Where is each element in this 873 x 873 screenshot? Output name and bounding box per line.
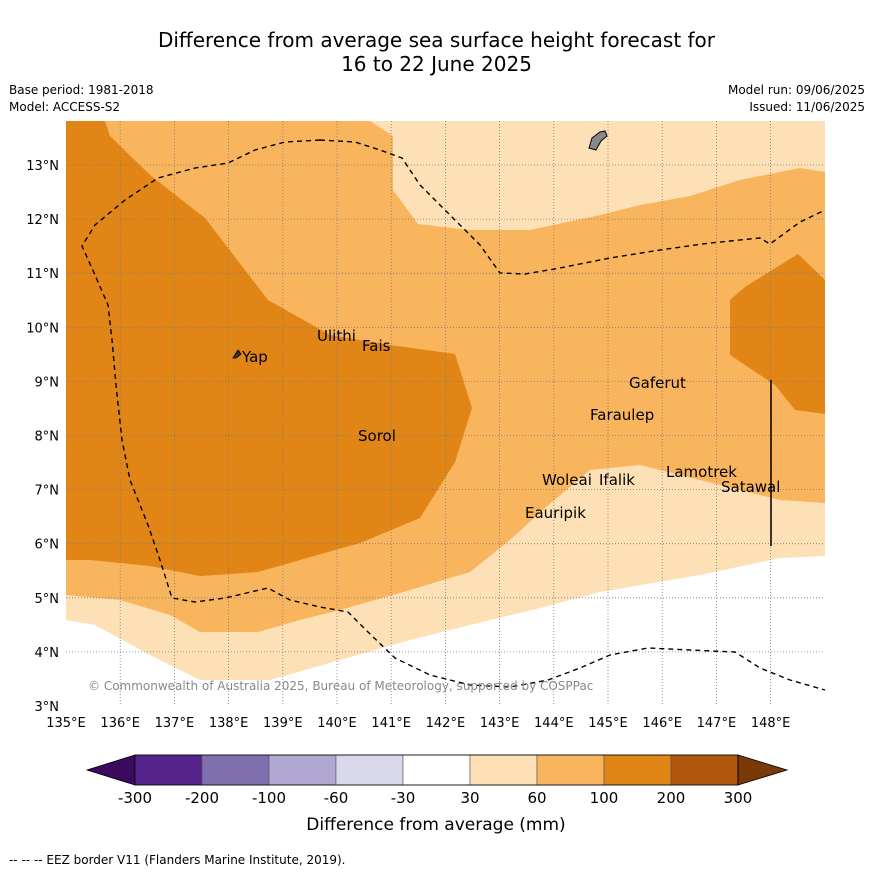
colorbar-segment (201, 754, 270, 786)
guam-island (588, 130, 608, 151)
colorbar-tick-label: -200 (185, 789, 219, 807)
place-label-faraulep: Faraulep (590, 406, 654, 424)
lon-tick-label: 145°E (588, 716, 628, 731)
lon-tick-label: 135°E (46, 716, 86, 731)
place-label-woleai: Woleai (542, 471, 592, 489)
colorbar-arrow-low (85, 754, 136, 786)
lon-tick-label: 139°E (263, 716, 303, 731)
meta-right: Model run: 09/06/2025 Issued: 11/06/2025 (728, 82, 865, 116)
colorbar-segment (469, 754, 538, 786)
lat-tick-label: 9°N (35, 375, 60, 390)
lon-tick-label: 140°E (317, 716, 357, 731)
colorbar-segment (536, 754, 605, 786)
lon-tick-label: 146°E (642, 716, 682, 731)
place-label-satawal: Satawal (721, 478, 780, 496)
colorbar-tick-label: 300 (724, 789, 753, 807)
issued-date: Issued: 11/06/2025 (749, 100, 865, 114)
base-period: Base period: 1981-2018 (9, 83, 154, 97)
colorbar-frame (134, 754, 739, 786)
lon-tick-label: 142°E (426, 716, 466, 731)
colorbar-tick-label: 60 (527, 789, 546, 807)
lon-tick-label: 148°E (751, 716, 791, 731)
place-label-eauripik: Eauripik (525, 504, 586, 522)
model-run: Model run: 09/06/2025 (727, 83, 865, 97)
colorbar-arrow-high (737, 754, 789, 786)
title-line-2: 16 to 22 June 2025 (341, 52, 532, 76)
lat-tick-label: 4°N (35, 646, 60, 661)
colorbar-segment (603, 754, 672, 786)
place-labels: Yap Ulithi Fais Sorol Gaferut Faraulep Woleai I… (241, 327, 780, 522)
place-label-fais: Fais (362, 337, 391, 355)
map-title: Difference from average sea surface heig… (0, 28, 873, 76)
band-100-200-west (66, 121, 472, 576)
grid (66, 121, 825, 706)
lon-tick-label: 136°E (100, 716, 140, 731)
lat-tick-label: 3°N (35, 700, 60, 715)
place-label-yap: Yap (241, 348, 268, 366)
place-label-ulithi: Ulithi (317, 327, 356, 345)
place-label-ifalik: Ifalik (599, 471, 635, 489)
yap-island (232, 349, 242, 359)
place-label-lamotrek: Lamotrek (666, 463, 737, 481)
title-line-1: Difference from average sea surface heig… (157, 28, 716, 52)
colorbar-tick-label: -300 (118, 789, 152, 807)
place-label-sorol: Sorol (358, 427, 396, 445)
eez-border (81, 139, 826, 691)
colorbar: -300 -200 -100 -60 -30 30 60 100 200 300 (85, 754, 789, 807)
lon-tick-label: 147°E (697, 716, 737, 731)
colorbar-segment (268, 754, 337, 786)
lat-tick-label: 6°N (35, 538, 60, 553)
colorbar-tick-label: -60 (324, 789, 349, 807)
model-name: Model: ACCESS-S2 (9, 100, 121, 114)
colorbar-tick-label: 100 (590, 789, 619, 807)
copyright-text: © Commonwealth of Australia 2025, Bureau… (88, 679, 593, 693)
colorbar-tick-label: -30 (391, 789, 416, 807)
lon-tick-label: 141°E (371, 716, 411, 731)
colorbar-segment (670, 754, 739, 786)
colorbar-segment (335, 754, 404, 786)
colorbar-tick-label: 200 (657, 789, 686, 807)
lat-tick-label: 10°N (26, 321, 59, 336)
lon-tick-label: 143°E (480, 716, 520, 731)
meta-left: Base period: 1981-2018 Model: ACCESS-S2 (9, 82, 154, 116)
lon-tick-label: 144°E (534, 716, 574, 731)
colorbar-tick-label: -100 (252, 789, 286, 807)
lon-tick-label: 138°E (209, 716, 249, 731)
lat-tick-label: 5°N (35, 592, 60, 607)
lat-tick-label: 7°N (35, 484, 60, 499)
colorbar-tick-label: 30 (460, 789, 479, 807)
eez-footnote: -- -- -- EEZ border V11 (Flanders Marine… (9, 853, 346, 867)
axis-labels: 135°E 136°E 137°E 138°E 139°E 140°E 141°E 142°E… (26, 159, 790, 731)
lat-tick-label: 8°N (35, 430, 60, 445)
lat-tick-label: 11°N (26, 267, 59, 282)
lat-tick-label: 12°N (26, 213, 59, 228)
lat-tick-label: 13°N (26, 159, 59, 174)
lon-tick-label: 137°E (155, 716, 195, 731)
colorbar-label: Difference from average (mm) (306, 815, 565, 835)
place-label-gaferut: Gaferut (629, 374, 686, 392)
band-100-200-east (730, 254, 825, 414)
colorbar-segment (402, 754, 471, 786)
colorbar-segment (134, 754, 203, 786)
